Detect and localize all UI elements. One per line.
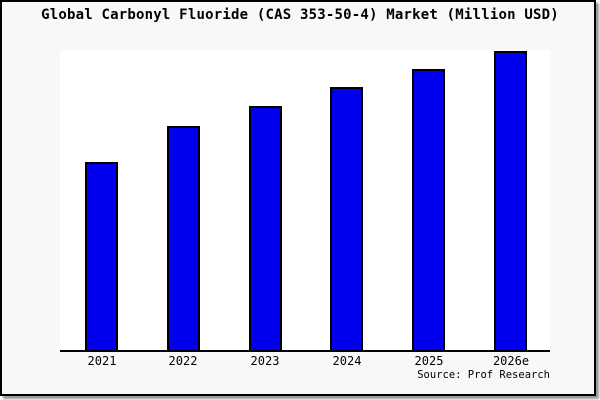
x-tick-label-2023: 2023 bbox=[250, 354, 280, 368]
x-axis-labels: 2021 2022 2023 2024 2025 2026e bbox=[60, 354, 550, 370]
bar-2023 bbox=[249, 106, 282, 350]
bar-2024 bbox=[330, 87, 363, 350]
bar-2025 bbox=[412, 69, 445, 350]
chart-title: Global Carbonyl Fluoride (CAS 353-50-4) … bbox=[41, 7, 559, 23]
x-tick-label-2022: 2022 bbox=[168, 354, 198, 368]
bar-2022 bbox=[167, 126, 200, 350]
source-label: Source: Prof Research bbox=[417, 369, 550, 381]
bar-2021 bbox=[85, 162, 118, 350]
plot-area bbox=[60, 50, 550, 352]
x-tick-label-2026e: 2026e bbox=[492, 354, 530, 368]
bar-2026e bbox=[494, 51, 527, 350]
x-tick-label-2021: 2021 bbox=[87, 354, 117, 368]
x-tick-label-2025: 2025 bbox=[414, 354, 444, 368]
x-tick-label-2024: 2024 bbox=[332, 354, 362, 368]
